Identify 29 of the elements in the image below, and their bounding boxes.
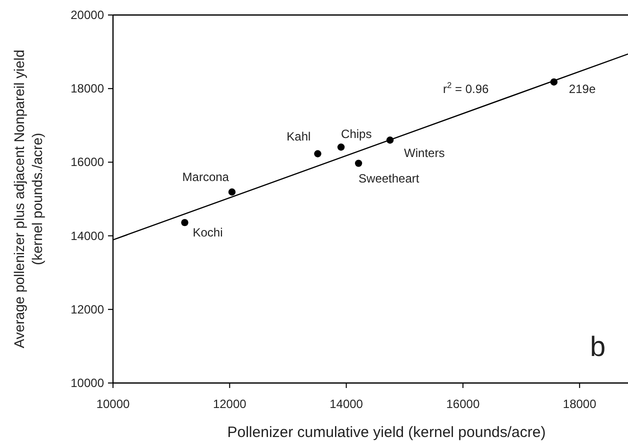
y-tick-label: 12000 <box>70 302 104 316</box>
y-tick-label: 18000 <box>70 82 104 96</box>
y-axis-title: Average pollenizer plus adjacent Nonpareil yield (kernel pounds./acre) <box>11 50 45 348</box>
point <box>354 160 362 167</box>
point <box>314 150 322 158</box>
point <box>228 188 236 196</box>
point <box>550 78 558 86</box>
point <box>337 144 345 151</box>
annotation: r$^{2}$ = 0.96 <box>443 80 490 96</box>
x-tick-label: 14000 <box>330 397 364 411</box>
annotation: Marcona <box>182 170 230 184</box>
annotation: Chips <box>341 127 372 142</box>
point <box>181 218 188 226</box>
y-tick-label: 20000 <box>70 8 104 22</box>
x-tick-label: 18000 <box>562 397 597 411</box>
x-tick-label: 10000 <box>96 397 130 411</box>
x-axis-title: Pollenizer cumulative yield (kernel pounds/acre) <box>227 424 546 441</box>
annotation: b <box>590 331 606 362</box>
annotation: Winters <box>404 146 445 160</box>
annotation: Kochi <box>192 226 223 240</box>
point <box>386 136 394 144</box>
y-tick-label: 14000 <box>70 228 104 243</box>
x-tick-label: 12000 <box>212 397 247 411</box>
x-tick-label: 16000 <box>446 397 480 411</box>
y-tick-label: 16000 <box>70 155 104 170</box>
annotation: 219e <box>568 82 596 96</box>
annotation: Kahl <box>286 130 311 144</box>
y-tick-label: 10000 <box>70 376 104 390</box>
annotation: Sweetheart <box>358 171 420 186</box>
